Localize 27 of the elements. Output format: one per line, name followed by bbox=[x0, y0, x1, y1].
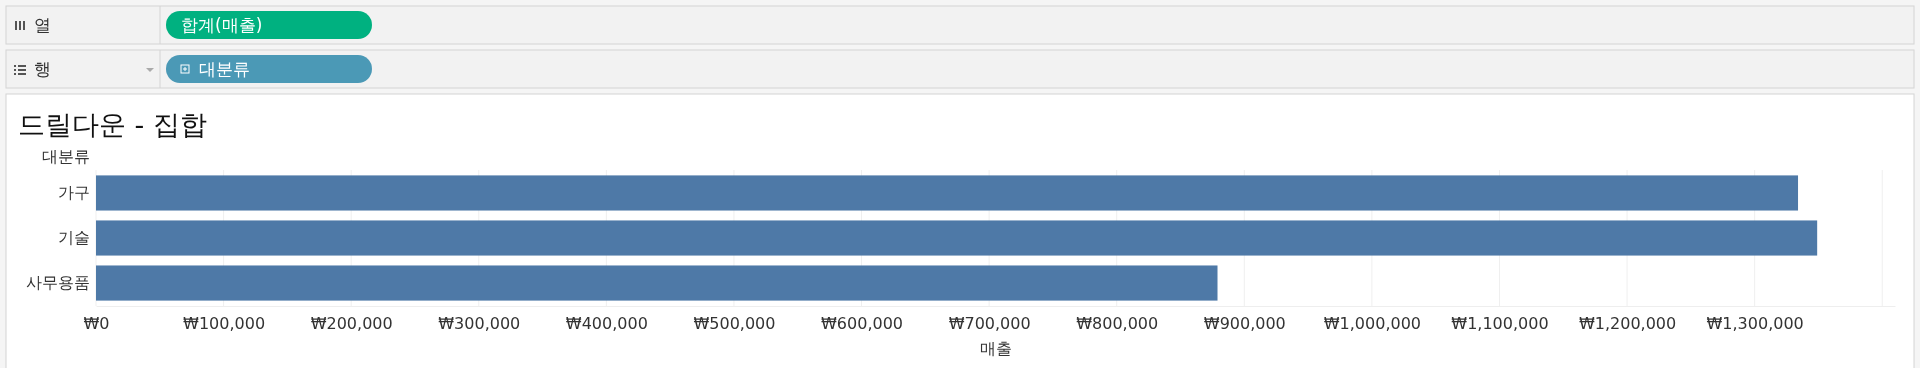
text: 행 bbox=[34, 59, 51, 79]
bar bbox=[96, 265, 1218, 301]
x-tick-label: ₩200,000 bbox=[310, 314, 393, 334]
x-tick-label: ₩500,000 bbox=[693, 314, 776, 334]
y-tick-label: 가구 bbox=[58, 183, 90, 203]
x-tick-label: ₩700,000 bbox=[948, 314, 1031, 334]
x-tick-label: ₩100,000 bbox=[183, 314, 266, 334]
text: 대분류 bbox=[199, 59, 250, 79]
x-tick-label: ₩1,200,000 bbox=[1578, 314, 1677, 334]
y-tick-label: 사무용품 bbox=[26, 273, 90, 293]
x-tick-label: ₩900,000 bbox=[1203, 314, 1286, 334]
x-tick-label: ₩800,000 bbox=[1076, 314, 1159, 334]
x-tick-label: ₩400,000 bbox=[565, 314, 648, 334]
y-axis-title: 대분류 bbox=[42, 147, 90, 166]
x-tick-label: ₩600,000 bbox=[821, 314, 904, 334]
bar bbox=[96, 220, 1818, 256]
text: 합계(매출) bbox=[181, 15, 263, 35]
bar bbox=[96, 175, 1799, 211]
x-tick-label: ₩1,000,000 bbox=[1323, 314, 1422, 334]
x-tick-label: ₩300,000 bbox=[438, 314, 521, 334]
y-tick-label: 기술 bbox=[58, 228, 90, 248]
text: 열 bbox=[34, 15, 51, 35]
x-tick-label: ₩1,100,000 bbox=[1451, 314, 1549, 334]
chart-title: 드릴다운 - 집합 bbox=[18, 109, 207, 140]
x-axis-title: 매출 bbox=[979, 339, 1012, 358]
x-tick-label: ₩1,300,000 bbox=[1706, 314, 1804, 334]
x-tick-label: ₩0 bbox=[83, 314, 110, 334]
